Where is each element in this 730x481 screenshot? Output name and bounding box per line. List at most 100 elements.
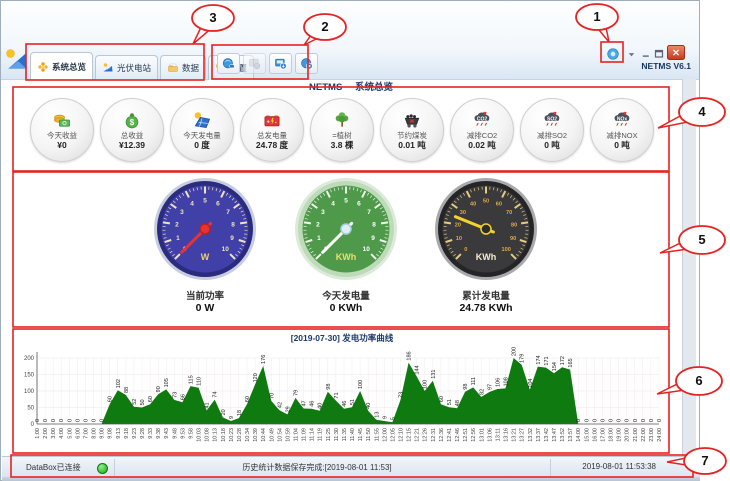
- stat-label: 节约煤炭: [397, 130, 427, 140]
- svg-text:12:10: 12:10: [399, 428, 405, 442]
- svg-text:4:00: 4:00: [59, 428, 65, 439]
- titlebar: [1, 1, 699, 45]
- stat-label: 今天发电量: [183, 130, 221, 140]
- svg-text:3: 3: [321, 209, 325, 216]
- svg-text:0: 0: [51, 419, 57, 422]
- caret-down-icon[interactable]: [626, 49, 637, 60]
- gauge-name: 今天发电量: [322, 291, 370, 302]
- svg-text:9: 9: [382, 416, 388, 419]
- save-data-button[interactable]: [269, 53, 292, 74]
- svg-text:51: 51: [447, 399, 453, 405]
- svg-text:60: 60: [108, 396, 114, 402]
- svg-text:9:38: 9:38: [156, 428, 162, 439]
- disconnect-button[interactable]: [295, 53, 318, 74]
- svg-text:13:16: 13:16: [504, 428, 510, 442]
- svg-text:9: 9: [230, 235, 234, 242]
- svg-text:9:23: 9:23: [132, 428, 138, 439]
- tab-label: 数据: [182, 63, 200, 73]
- svg-text:10:34: 10:34: [245, 428, 251, 442]
- svg-text:0: 0: [584, 419, 590, 422]
- svg-text:16:00: 16:00: [592, 428, 598, 442]
- svg-text:0: 0: [633, 419, 639, 422]
- svg-text:73: 73: [399, 392, 405, 398]
- svg-text:19:00: 19:00: [617, 428, 623, 442]
- svg-text:8: 8: [372, 222, 376, 229]
- app-logo-icon: [4, 47, 30, 73]
- read-device-button[interactable]: [243, 53, 266, 74]
- svg-text:73: 73: [172, 392, 178, 398]
- svg-text:1:00: 1:00: [35, 428, 41, 439]
- svg-text:74: 74: [213, 391, 219, 397]
- clock-label: 2019-08-01 11:53:38: [582, 462, 656, 471]
- svg-text:0: 0: [464, 247, 467, 253]
- pv-station-icon: [102, 62, 114, 74]
- stat-circle-3: 今天发电量 0 度: [170, 98, 234, 162]
- svg-text:SO2: SO2: [547, 116, 557, 122]
- svg-text:9:13: 9:13: [116, 428, 122, 439]
- svg-text:0: 0: [59, 419, 65, 422]
- svg-text:2: 2: [316, 222, 320, 229]
- svg-text:13:27: 13:27: [520, 428, 526, 442]
- maximize-button[interactable]: [653, 48, 665, 60]
- svg-text:115: 115: [189, 375, 195, 384]
- stat-label: 减排SO2: [536, 130, 567, 140]
- svg-text:13: 13: [374, 412, 380, 418]
- svg-text:7: 7: [226, 209, 230, 216]
- svg-text:10: 10: [363, 246, 371, 253]
- stat-circle-1: 今天收益 ¥0: [30, 98, 94, 162]
- svg-text:1: 1: [176, 235, 180, 242]
- svg-text:41: 41: [205, 402, 211, 408]
- gauge-block-current-power: 012345678910W当前功率0 W: [143, 177, 267, 314]
- svg-text:13:37: 13:37: [536, 428, 542, 442]
- svg-text:176: 176: [261, 355, 267, 364]
- svg-text:46: 46: [342, 401, 348, 407]
- app-config-icon[interactable]: [605, 46, 621, 62]
- stat-circle-4: + - 总发电量 24.78 度: [240, 98, 304, 162]
- so2-cloud-icon: SO2: [541, 110, 563, 130]
- co2-cloud-icon: CO2: [471, 110, 493, 130]
- svg-text:15:00: 15:00: [584, 428, 590, 442]
- svg-text:11:35: 11:35: [342, 428, 348, 441]
- tab-overview[interactable]: 系统总览: [30, 52, 94, 80]
- svg-text:11:19: 11:19: [318, 428, 324, 441]
- svg-text:60: 60: [496, 202, 502, 208]
- svg-text:70: 70: [506, 210, 512, 216]
- save-data-icon: [273, 56, 288, 71]
- connection-status-label: DataBox已连接: [26, 463, 81, 472]
- svg-text:13:52: 13:52: [560, 428, 566, 442]
- svg-text:200: 200: [24, 356, 35, 362]
- svg-text:0: 0: [609, 419, 615, 422]
- svg-text:120: 120: [253, 373, 259, 382]
- stat-value: 24.78 度: [255, 139, 289, 150]
- disconnect-icon: [299, 56, 314, 71]
- svg-text:6: 6: [216, 201, 220, 208]
- history-save-message: 历史统计数据保存完成:[2019-08-01 11:53]: [242, 463, 392, 472]
- stat-value: 0 度: [194, 139, 210, 150]
- app-window: 系统总览光伏电站数据设置 NETMS V6.1 NETMS 系统总览 今天收益¥…: [0, 0, 700, 481]
- svg-text:10:49: 10:49: [269, 428, 275, 442]
- svg-text:52: 52: [132, 399, 138, 405]
- svg-text:10:59: 10:59: [285, 428, 291, 442]
- gauge-block-today-energy: 012345678910KWh今天发电量0 KWh: [284, 177, 408, 314]
- svg-text:40: 40: [470, 202, 476, 208]
- coins-icon: [51, 110, 73, 130]
- svg-text:5: 5: [344, 198, 348, 205]
- close-button[interactable]: [667, 45, 685, 60]
- tab-data[interactable]: 数据: [160, 55, 207, 80]
- svg-text:1: 1: [317, 235, 321, 242]
- tab-pv-station[interactable]: 光伏电站: [95, 55, 159, 80]
- svg-text:2:00: 2:00: [43, 428, 49, 439]
- stat-circle-6: 节约煤炭 0.01 吨: [380, 98, 444, 162]
- svg-text:97: 97: [487, 384, 493, 390]
- svg-text:-: -: [275, 119, 277, 125]
- svg-text:0: 0: [100, 419, 106, 422]
- svg-text:11:40: 11:40: [350, 428, 356, 441]
- connect-button[interactable]: [217, 53, 240, 74]
- svg-text:0: 0: [657, 419, 663, 422]
- svg-text:60: 60: [148, 396, 154, 402]
- stat-circle-9: NOx 减排NOX 0 吨: [590, 98, 654, 162]
- svg-text:100: 100: [502, 247, 511, 253]
- power-curve-chart: 05010015020001:0002:0003:0004:0005:0006:…: [24, 347, 663, 442]
- minimize-button[interactable]: [640, 49, 652, 60]
- svg-text:22:00: 22:00: [641, 428, 647, 442]
